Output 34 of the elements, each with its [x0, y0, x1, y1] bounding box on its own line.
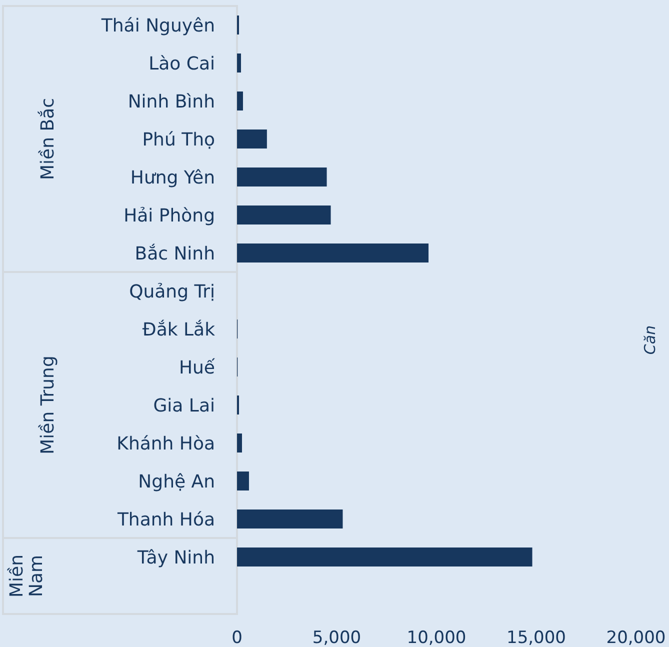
y-tick-label: Ninh Bình	[128, 91, 215, 112]
text: Miền Nam	[6, 554, 48, 598]
y-tick-label: Tây Ninh	[136, 547, 215, 568]
y-tick-label: Huế	[178, 357, 216, 378]
bar	[237, 510, 343, 528]
bar	[237, 168, 327, 186]
x-tick-label: 20,000	[606, 628, 666, 647]
bar	[237, 130, 267, 148]
bar	[237, 472, 249, 490]
y-tick-label: Khánh Hòa	[116, 433, 215, 454]
y2-axis-title: Căn	[641, 325, 659, 355]
bar	[237, 434, 242, 452]
y-tick-label: Thái Nguyên	[100, 15, 215, 36]
y-tick-label: Hưng Yên	[130, 167, 215, 188]
y-tick-label: Nghệ An	[138, 471, 215, 492]
y-tick-label: Lào Cai	[148, 53, 215, 74]
x-tick-label: 5,000	[312, 628, 362, 647]
bar	[237, 244, 429, 262]
y-tick-label: Phú Thọ	[142, 129, 215, 150]
y-tick-label: Hải Phòng	[124, 205, 215, 226]
bar	[237, 206, 331, 224]
x-tick-label: 0	[232, 628, 242, 647]
text: Miền Trung	[37, 356, 58, 454]
y-tick-label: Gia Lai	[153, 395, 215, 416]
y-tick-label: Đắk Lắk	[142, 319, 216, 340]
y-tick-label: Bắc Ninh	[134, 243, 215, 264]
y-tick-label: Thanh Hóa	[116, 509, 215, 530]
bar	[237, 92, 243, 110]
text: Miền Bắc	[37, 98, 58, 180]
x-tick-label: 10,000	[406, 628, 466, 647]
bar	[237, 54, 241, 72]
x-tick-label: 15,000	[506, 628, 566, 647]
y-tick-label: Quảng Trị	[129, 281, 215, 302]
bar	[237, 548, 532, 566]
